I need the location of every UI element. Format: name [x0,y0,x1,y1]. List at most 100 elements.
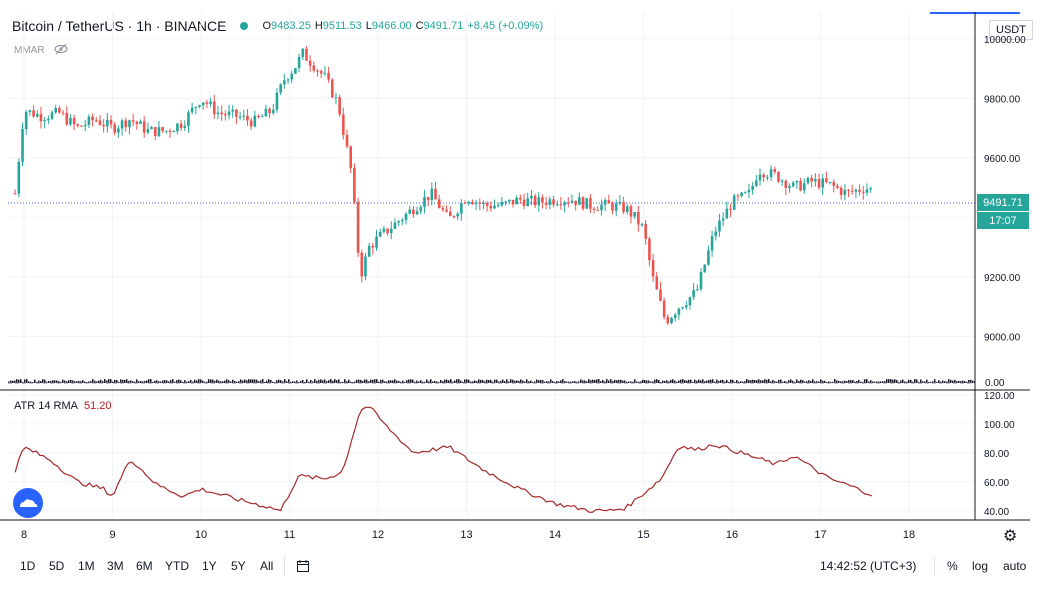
volume-bar [316,380,318,383]
candle-body [651,260,655,277]
range-button-5d[interactable]: 5D [49,559,65,573]
volume-bar [396,380,398,383]
volume-bar [892,379,894,383]
candle-body [755,180,758,186]
volume-bar [220,381,222,383]
volume-bar [394,379,396,383]
volume-bar [810,381,812,383]
volume-bar [94,380,96,383]
range-button-6m[interactable]: 6M [136,559,153,573]
percent-toggle[interactable]: % [947,559,958,573]
volume-bar [904,381,906,383]
volume-bar [96,381,98,383]
volume-bar [950,379,952,383]
currency-button[interactable]: USDT [989,20,1033,40]
range-button-1m[interactable]: 1M [78,559,95,573]
time-tick-label: 9 [109,529,115,541]
volume-bar [372,379,374,383]
volume-bar [592,379,594,383]
volume-bar [176,380,178,383]
volume-bar [748,380,750,383]
ohlc-close: C9491.71 [415,20,464,32]
candle-body [563,202,566,206]
volume-bar [742,381,744,383]
candle-body [83,125,87,127]
volume-bar [278,379,280,383]
volume-bar [368,381,370,383]
candle-body [592,208,596,210]
volume-bar [828,381,830,383]
volume-bar [580,379,582,383]
candle-body [382,228,386,232]
eye-hidden-icon[interactable] [53,43,69,58]
volume-bar [768,379,770,383]
volume-bar [12,380,14,383]
volume-bar [238,381,240,383]
candle-body [729,208,732,210]
candle-body [530,195,533,199]
candle-body [356,201,360,253]
ohlc-low: L9466.00 [365,20,412,32]
range-button-1d[interactable]: 1D [20,559,36,573]
auto-toggle[interactable]: auto [1003,559,1027,573]
volume-bar [202,380,204,383]
volume-bar [610,379,612,383]
candle-body [50,112,54,119]
candle-body [393,222,397,229]
candle-body [791,182,795,187]
volume-bar [568,381,570,383]
volume-bar [628,381,630,383]
volume-bar [30,381,32,383]
candle-body [61,112,65,114]
volume-bar [472,381,474,383]
volume-bar [500,380,502,383]
volume-bar [72,380,74,383]
volume-bar [530,380,532,383]
candle-body [662,300,666,317]
candle-body [743,192,747,194]
candle-body [526,198,530,206]
volume-bar [430,379,432,383]
volume-bar [734,381,736,383]
volume-bar [474,380,476,383]
date-range-icon[interactable] [296,559,310,576]
volume-bar [328,380,330,383]
range-button-1y[interactable]: 1Y [202,559,217,573]
candle-body [736,195,740,197]
candle-body [452,216,456,218]
volume-bar [634,379,636,383]
range-button-ytd[interactable]: YTD [165,559,189,573]
candle-body [629,206,633,217]
volume-bar [198,379,200,383]
symbol-title[interactable]: Bitcoin / TetherUS · 1h · BINANCE [12,18,227,34]
volume-bar [760,380,762,383]
log-toggle[interactable]: log [972,559,989,573]
volume-bar [120,379,122,383]
volume-bar [506,379,508,383]
tradingview-logo[interactable] [13,488,43,518]
volume-bar [302,379,304,383]
gear-icon[interactable]: ⚙ [1003,528,1018,545]
candle-body [437,199,441,209]
volume-bar [258,381,260,383]
volume-bar [642,379,644,383]
candle-body [54,108,58,113]
range-button-5y[interactable]: 5Y [231,559,246,573]
volume-bar [774,381,776,383]
candle-body [157,127,161,137]
range-button-3m[interactable]: 3M [107,559,124,573]
candle-body [681,307,684,309]
volume-bar [346,381,348,383]
volume-bar [74,381,76,383]
volume-bar [168,381,170,383]
candle-body [275,92,279,110]
volume-bar [146,380,148,383]
volume-bar [542,380,544,383]
chart-canvas[interactable]: 10000.009800.009600.009400.009200.009000… [0,0,1046,548]
candle-body [611,203,614,211]
volume-bar [650,381,652,383]
range-button-all[interactable]: All [260,559,274,573]
clock-timezone[interactable]: 14:42:52 (UTC+3) [820,559,917,573]
volume-bar [590,380,592,383]
candle-body [349,146,353,168]
